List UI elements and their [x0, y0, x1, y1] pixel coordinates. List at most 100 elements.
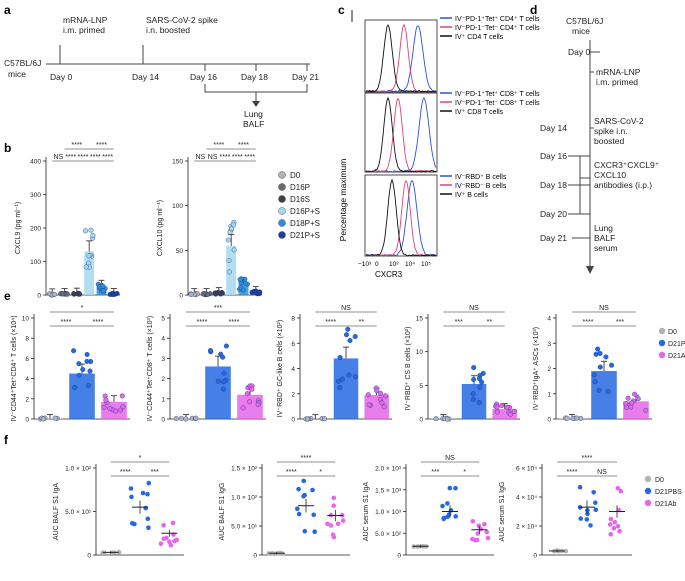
significance-label: **** [567, 469, 578, 476]
y-tick-label: 1.0 × 10² [65, 466, 92, 473]
c-xtick-4: 10⁵ [421, 261, 431, 268]
legend-b-label: D18P+S [290, 219, 320, 228]
data-point [255, 402, 261, 408]
d-prime-1: mRNA-LNP [596, 67, 641, 77]
y-tick-label: 0 [547, 417, 551, 424]
y-axis-label: CXCL10 (pg ml⁻¹) [157, 200, 164, 256]
data-point [593, 507, 599, 513]
significance-label: * [81, 305, 84, 312]
d-ab-3: antibodies (i.p.) [594, 180, 652, 190]
data-point [617, 528, 622, 534]
y-tick-label: 6 [25, 356, 29, 363]
significance-label: **** [213, 142, 224, 149]
data-point [82, 228, 88, 234]
category-D21PBS [577, 484, 599, 528]
category-D21PBS [128, 480, 152, 530]
data-point [71, 348, 77, 354]
data-point [352, 334, 358, 340]
data-point [484, 529, 490, 535]
significance-label: ** [487, 319, 493, 326]
data-point [183, 416, 189, 422]
category-D21PBS [69, 348, 95, 419]
data-point [84, 352, 90, 358]
panel-d-timeline: C57BL/6J mice Day 0 mRNA-LNP i.m. primed… [540, 16, 660, 274]
significance-label: NS [445, 455, 455, 462]
data-point [607, 522, 613, 527]
data-point [592, 379, 598, 385]
significance-label: **** [286, 469, 297, 476]
bar [492, 408, 517, 419]
y-tick-label: 400 [30, 159, 41, 166]
data-point [143, 505, 148, 511]
y-tick-label: 200 [30, 226, 41, 233]
data-point [608, 532, 613, 537]
legend-f-marker [644, 475, 652, 483]
y-axis-label: AUC serum S1 IgG [499, 482, 506, 542]
data-point [107, 405, 113, 411]
significance-label: **** [229, 319, 240, 326]
data-point [167, 539, 172, 544]
data-point [145, 491, 150, 497]
panel-label-f: f [4, 433, 9, 447]
data-point [504, 404, 510, 410]
data-point [353, 374, 359, 380]
data-point [374, 388, 380, 394]
c-xtick-2: 10³ [389, 261, 399, 268]
y-tick-label: 0 [25, 417, 29, 424]
data-point [116, 549, 122, 555]
data-point [178, 415, 184, 421]
data-point [564, 415, 570, 421]
data-point [188, 292, 194, 298]
data-point [494, 409, 500, 415]
d-day14: Day 14 [540, 123, 567, 133]
harvest-bracket [204, 84, 308, 93]
category-D18P+S [237, 276, 250, 295]
day-label-21: Day 21 [292, 72, 319, 82]
significance-label: *** [455, 319, 463, 326]
data-point [625, 395, 631, 401]
data-point [479, 379, 485, 385]
data-point [445, 501, 450, 506]
data-point [643, 407, 649, 413]
y-axis-label: CXCL9 (pg ml⁻¹) [15, 202, 22, 254]
y-tick-label: 50 [176, 248, 184, 255]
y-tick-label: 0 [161, 417, 165, 424]
y-tick-label: 2 × 10⁴ [516, 524, 537, 531]
category-D21PBS [333, 326, 359, 419]
data-point [597, 351, 603, 357]
y-tick-label: 2 [25, 396, 29, 403]
data-point [345, 326, 351, 332]
legend-f-label: D0 [655, 477, 664, 484]
data-point [603, 354, 609, 360]
histogram-curve-1 [365, 179, 437, 257]
data-point [200, 291, 206, 297]
y-tick-label: 8 [25, 336, 29, 343]
legend-b-label: D0 [290, 171, 301, 180]
significance-label: **** [61, 319, 72, 326]
harvest-arrowhead [252, 101, 260, 107]
significance-label: NS [597, 469, 607, 476]
data-point [240, 405, 246, 411]
significance-label: **** [78, 154, 89, 161]
significance-label: NS [195, 154, 205, 161]
harvest-label-1: Lung [244, 109, 263, 119]
hist-panels [364, 19, 438, 257]
y-axis-label: IV⁻RBD⁺IgA⁺ ASCs (×10³) [533, 327, 540, 410]
data-point [453, 514, 459, 519]
data-point [251, 288, 257, 294]
data-point [83, 264, 89, 270]
category-D0 [411, 544, 429, 549]
data-point [340, 518, 346, 523]
d-ab-1: CXCR3⁺CXCL9⁺ [594, 160, 660, 170]
data-point [378, 390, 384, 396]
y-tick-label: 1 [547, 391, 551, 398]
data-point [453, 485, 458, 491]
data-point [215, 290, 221, 296]
category-D0 [303, 414, 328, 422]
data-point [471, 365, 477, 371]
legend-f-marker [644, 487, 652, 495]
significance-label: * [463, 469, 466, 476]
